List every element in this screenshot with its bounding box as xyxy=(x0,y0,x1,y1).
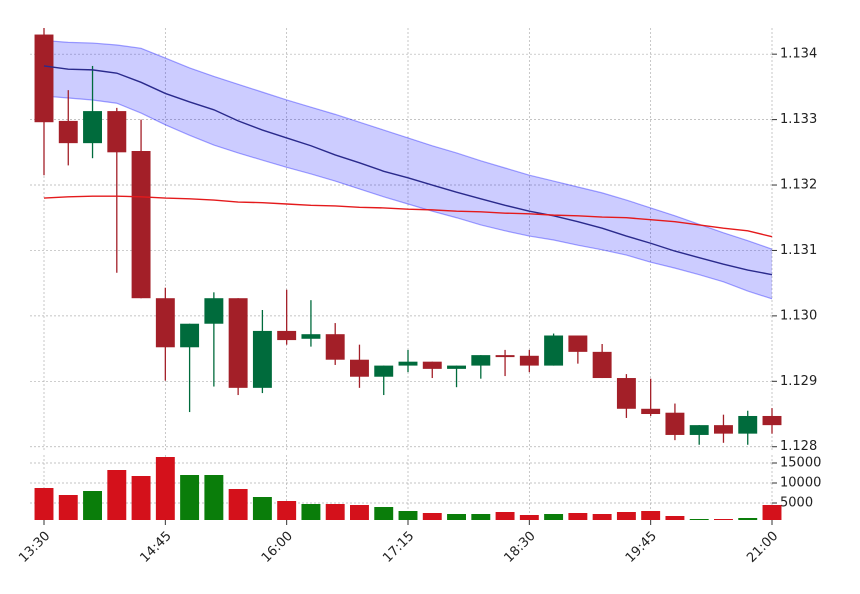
volume-bar xyxy=(616,512,636,520)
candle-body xyxy=(616,378,636,409)
volume-bar xyxy=(277,501,297,520)
volume-bar xyxy=(180,475,200,520)
band-area xyxy=(44,40,772,299)
volume-bar xyxy=(58,495,78,520)
candle-body xyxy=(714,425,733,434)
candle-body xyxy=(155,298,175,348)
candle-body xyxy=(568,335,588,352)
volume-bar xyxy=(374,507,394,520)
volume-bar xyxy=(155,457,175,520)
candle-body xyxy=(180,323,200,348)
overlay-line xyxy=(43,195,773,238)
volume-bar xyxy=(641,511,661,520)
volume-bar xyxy=(131,476,151,520)
candle-body xyxy=(107,111,127,153)
candle-body xyxy=(592,351,612,379)
candle-body xyxy=(83,111,102,144)
candle-body xyxy=(398,361,418,366)
candle-body xyxy=(641,408,661,415)
candle-body xyxy=(689,425,709,435)
candle-body xyxy=(58,120,78,144)
candle-body xyxy=(762,415,782,426)
candle-body xyxy=(252,330,272,388)
volume-bar xyxy=(204,475,224,520)
candle-body xyxy=(350,359,369,377)
candle-body xyxy=(422,361,442,369)
volume-bar xyxy=(714,519,733,520)
candle-body xyxy=(519,355,539,366)
volume-bar xyxy=(738,518,758,520)
volume-bar xyxy=(471,514,491,520)
volume-bar xyxy=(689,519,709,520)
candle-body xyxy=(34,34,54,123)
band-lower xyxy=(43,95,773,300)
x-tick-label: 17:15 xyxy=(380,529,417,566)
x-tick-label: 18:30 xyxy=(502,529,539,566)
volume-bar xyxy=(665,516,685,520)
candle-body xyxy=(738,415,758,434)
y-tick-label: 5000 xyxy=(780,496,813,511)
volume-bar xyxy=(301,504,321,520)
volume-bar xyxy=(568,513,588,520)
x-tick-label: 21:00 xyxy=(744,529,781,566)
volume-bar xyxy=(228,489,248,520)
y-tick-label: 1.131 xyxy=(780,243,817,258)
x-tick-label: 19:45 xyxy=(623,529,660,566)
y-tick-label: 1.132 xyxy=(780,178,817,193)
candle-body xyxy=(204,298,224,324)
candle-body xyxy=(277,330,297,341)
y-tick-label: 1.134 xyxy=(780,47,817,62)
volume-bar xyxy=(447,514,466,520)
x-tick-label: 13:30 xyxy=(16,529,53,566)
volume-bar xyxy=(398,511,418,520)
y-tick-label: 15000 xyxy=(780,456,821,471)
volume-bar xyxy=(83,491,102,520)
volume-bar xyxy=(519,515,539,520)
x-tick-label: 16:00 xyxy=(259,529,296,566)
candle-body xyxy=(301,334,321,339)
y-tick-label: 10000 xyxy=(780,476,821,491)
volume-bar xyxy=(34,488,54,520)
volume-bar xyxy=(592,514,612,520)
candle-body xyxy=(228,298,248,388)
x-tick-label: 14:45 xyxy=(138,529,175,566)
band-upper xyxy=(43,39,773,250)
candle-body xyxy=(471,355,491,366)
candle-body xyxy=(665,412,685,435)
candle-body xyxy=(544,335,564,366)
volume-bar xyxy=(495,512,515,520)
volume-bar xyxy=(325,504,345,520)
candle-body xyxy=(131,151,151,299)
y-tick-label: 1.128 xyxy=(780,439,817,454)
volume-bar xyxy=(350,505,369,520)
volume-bar xyxy=(762,505,782,520)
volume-bar xyxy=(252,497,272,520)
volume-bar xyxy=(107,470,127,520)
volume-bar xyxy=(422,513,442,520)
y-tick-label: 1.129 xyxy=(780,374,817,389)
candle-body xyxy=(447,365,466,369)
volume-bar xyxy=(544,514,564,520)
candle-body xyxy=(325,334,345,360)
y-tick-label: 1.133 xyxy=(780,112,817,127)
overlay-line xyxy=(43,65,773,276)
candle-body xyxy=(495,355,515,358)
y-tick-label: 1.130 xyxy=(780,308,817,323)
candle-body xyxy=(374,365,394,377)
